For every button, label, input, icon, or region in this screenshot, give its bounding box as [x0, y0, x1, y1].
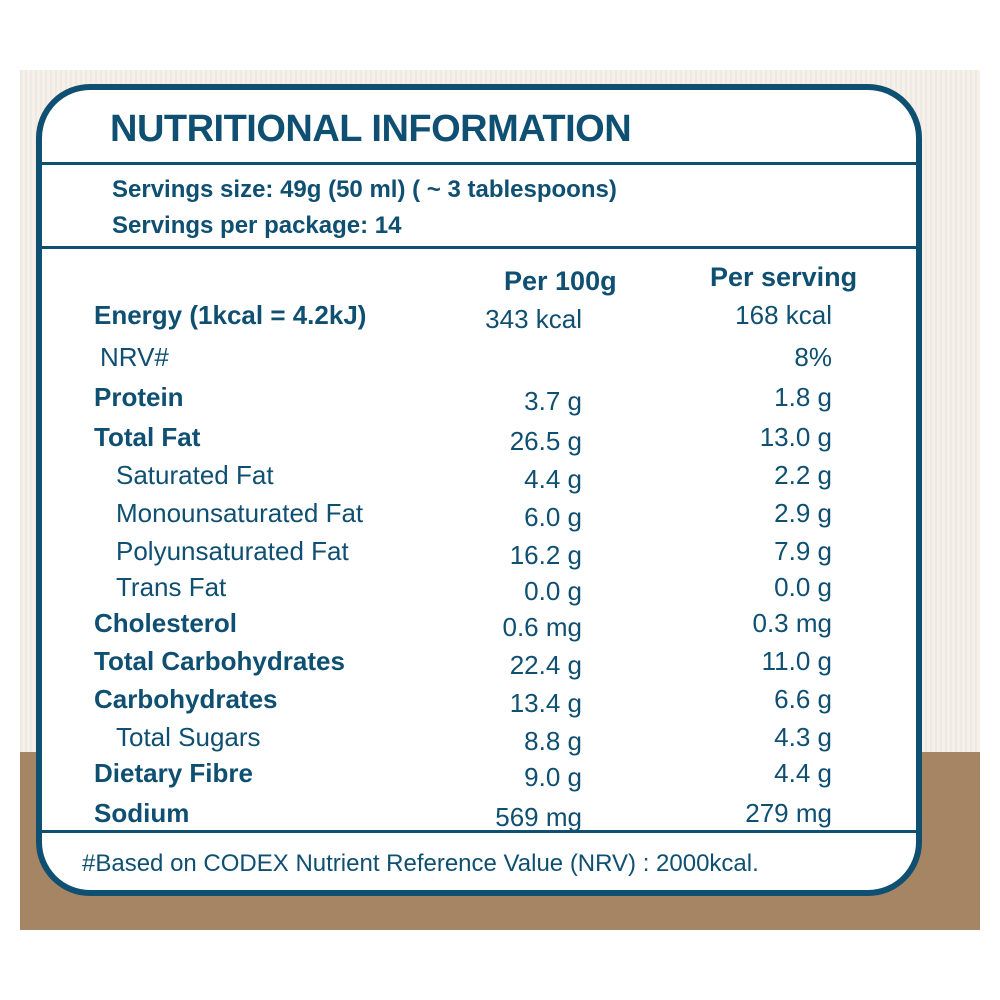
value-per-serving: 7.9 g — [774, 536, 832, 566]
title-divider — [42, 162, 916, 165]
nutrient-name: Energy (1kcal = 4.2kJ) — [94, 300, 367, 330]
footnote: #Based on CODEX Nutrient Reference Value… — [82, 850, 759, 877]
serving-size: Servings size: 49g (50 ml) ( ~ 3 tablesp… — [112, 176, 617, 203]
table-row: Energy (1kcal = 4.2kJ) 343 kcal 168 kcal — [42, 300, 916, 336]
nutrient-name: Trans Fat — [116, 572, 227, 602]
header-divider — [42, 246, 916, 249]
value-per-100g: 6.0 g — [524, 502, 582, 532]
table-row: Dietary Fibre 9.0 g 4.4 g — [42, 758, 916, 794]
nutrient-name: Dietary Fibre — [94, 758, 253, 788]
nutrition-panel: NUTRITIONAL INFORMATION Servings size: 4… — [36, 84, 922, 896]
nutrient-name: Carbohydrates — [94, 684, 278, 714]
value-per-serving: 0.0 g — [774, 572, 832, 602]
value-per-100g: 0.6 mg — [502, 612, 583, 642]
value-per-100g: 22.4 g — [509, 650, 582, 680]
value-per-serving: 0.3 mg — [752, 608, 833, 638]
value-per-100g: 569 mg — [495, 802, 582, 832]
value-per-serving: 279 mg — [745, 798, 832, 828]
value-per-serving: 8% — [794, 342, 832, 372]
table-row: Protein 3.7 g 1.8 g — [42, 382, 916, 418]
value-per-serving: 2.9 g — [774, 498, 832, 528]
value-per-100g: 343 kcal — [485, 304, 582, 334]
nutrient-name: Total Sugars — [116, 722, 261, 752]
column-header-per-serving: Per serving — [710, 262, 858, 292]
table-row: Trans Fat 0.0 g 0.0 g — [42, 572, 916, 608]
nutrient-name: Sodium — [94, 798, 190, 828]
servings-per-package: Servings per package: 14 — [112, 212, 402, 239]
table-row: Cholesterol 0.6 mg 0.3 mg — [42, 608, 916, 644]
table-row: Saturated Fat 4.4 g 2.2 g — [42, 460, 916, 496]
value-per-serving: 6.6 g — [774, 684, 832, 714]
value-per-100g: 16.2 g — [509, 540, 582, 570]
table-row: Total Fat 26.5 g 13.0 g — [42, 422, 916, 458]
value-per-100g: 13.4 g — [509, 688, 582, 718]
nutrient-name: Monounsaturated Fat — [116, 498, 364, 528]
value-per-100g: 9.0 g — [524, 762, 582, 792]
table-row: Monounsaturated Fat 6.0 g 2.9 g — [42, 498, 916, 534]
footer-divider — [42, 830, 916, 833]
nutrient-name: Total Carbohydrates — [94, 646, 345, 676]
table-row: NRV# 8% — [42, 342, 916, 378]
nutrient-name: Polyunsaturated Fat — [116, 536, 349, 566]
value-per-100g: 0.0 g — [524, 576, 582, 606]
value-per-serving: 4.4 g — [774, 758, 832, 788]
table-row: Polyunsaturated Fat 16.2 g 7.9 g — [42, 536, 916, 572]
value-per-serving: 2.2 g — [774, 460, 832, 490]
table-row: Carbohydrates 13.4 g 6.6 g — [42, 684, 916, 720]
value-per-serving: 13.0 g — [759, 422, 832, 452]
nutrient-name: Protein — [94, 382, 184, 412]
table-row: Total Sugars 8.8 g 4.3 g — [42, 722, 916, 758]
nutrient-name: Saturated Fat — [116, 460, 274, 490]
value-per-100g: 4.4 g — [524, 464, 582, 494]
value-per-100g: 26.5 g — [509, 426, 582, 456]
value-per-serving: 4.3 g — [774, 722, 832, 752]
nutrient-name: Cholesterol — [94, 608, 238, 638]
column-header-per100g: Per 100g — [504, 266, 617, 296]
table-row: Sodium 569 mg 279 mg — [42, 798, 916, 834]
nutrient-name: Total Fat — [94, 422, 201, 452]
value-per-100g: 3.7 g — [524, 386, 582, 416]
value-per-serving: 168 kcal — [735, 300, 832, 330]
value-per-serving: 11.0 g — [761, 646, 832, 676]
value-per-serving: 1.8 g — [774, 382, 832, 412]
value-per-100g: 8.8 g — [524, 726, 582, 756]
panel-title: NUTRITIONAL INFORMATION — [110, 108, 632, 150]
nutrient-name: NRV# — [100, 342, 169, 372]
table-row: Total Carbohydrates 22.4 g 11.0 g — [42, 646, 916, 682]
